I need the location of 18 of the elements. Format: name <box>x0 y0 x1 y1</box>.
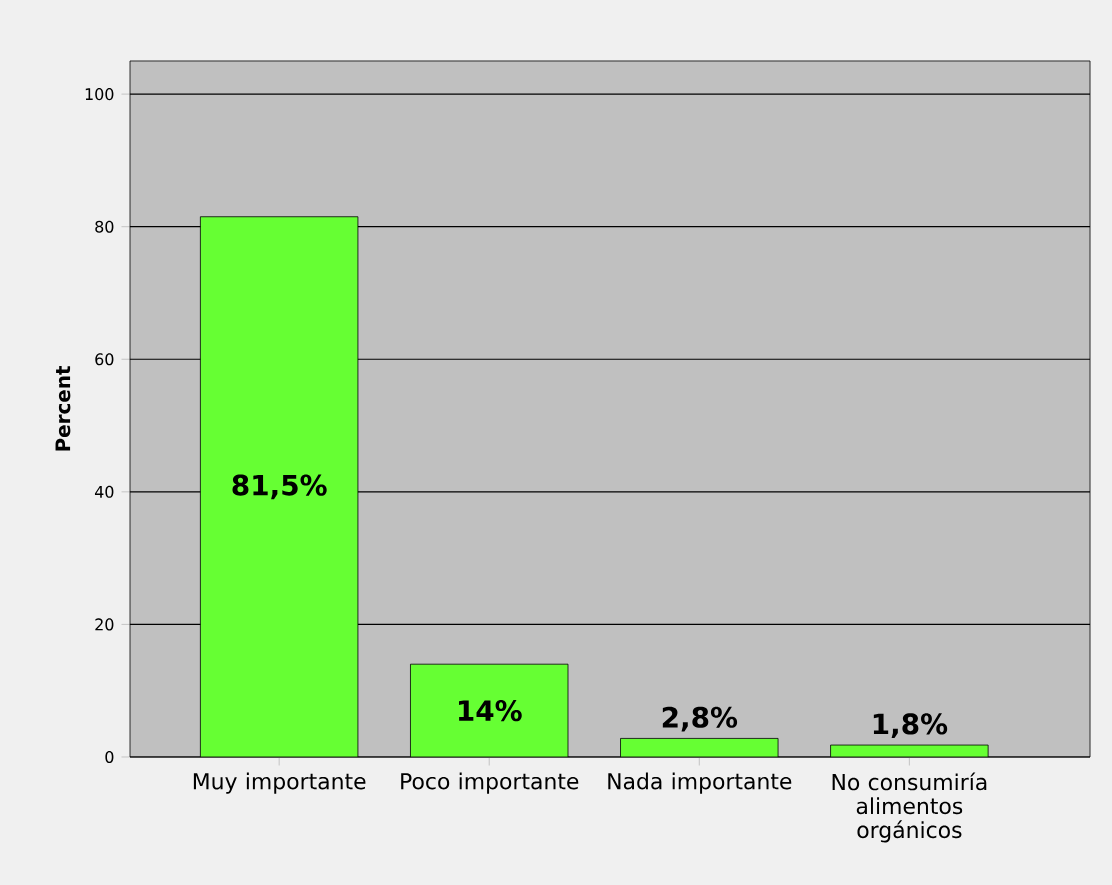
x-tick-label: Nada importante <box>608 772 792 794</box>
y-tick-label: 60 <box>95 353 114 366</box>
bar <box>199 216 359 757</box>
data-label: 1,8% <box>873 713 948 739</box>
y-tick-label: 100 <box>85 88 114 101</box>
x-tick-label: Muy importante <box>193 772 366 794</box>
y-tick-label: 40 <box>94 485 114 498</box>
data-label: 2,8% <box>662 706 738 732</box>
y-axis-title: Percent <box>55 365 71 451</box>
y-tick-label: 20 <box>95 618 114 631</box>
bar <box>410 663 569 757</box>
data-label: 81,5% <box>232 474 327 500</box>
y-tick-label: 80 <box>95 220 114 233</box>
bar <box>620 738 779 757</box>
x-tick-label: No consumiría alimentos orgánicos <box>832 772 987 843</box>
x-tick-label: Poco importante <box>401 772 579 794</box>
y-tick-label: 0 <box>105 750 114 763</box>
data-label: 14% <box>459 700 522 722</box>
